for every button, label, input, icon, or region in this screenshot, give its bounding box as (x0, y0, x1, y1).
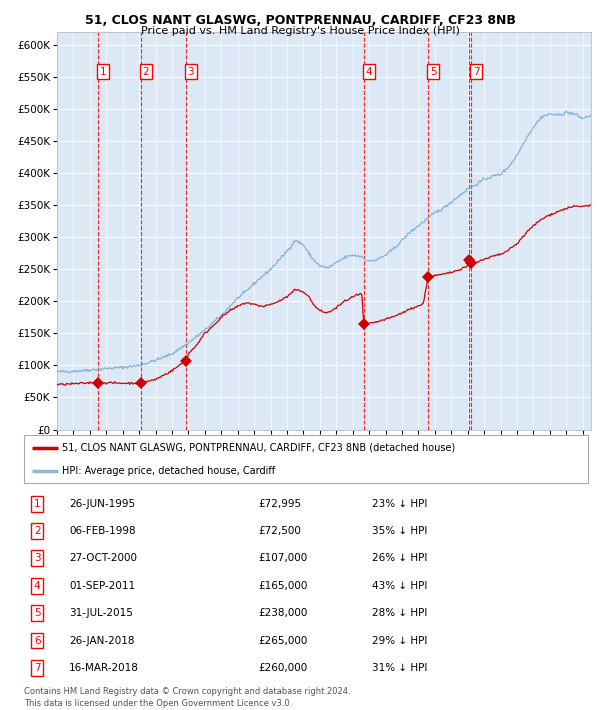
Text: This data is licensed under the Open Government Licence v3.0.: This data is licensed under the Open Gov… (24, 699, 292, 708)
Text: 43% ↓ HPI: 43% ↓ HPI (372, 581, 427, 591)
Text: 27-OCT-2000: 27-OCT-2000 (69, 553, 137, 563)
Text: 5: 5 (34, 608, 41, 618)
Text: 28% ↓ HPI: 28% ↓ HPI (372, 608, 427, 618)
Text: 35% ↓ HPI: 35% ↓ HPI (372, 526, 427, 536)
Text: Contains HM Land Registry data © Crown copyright and database right 2024.: Contains HM Land Registry data © Crown c… (24, 687, 350, 696)
Text: £72,995: £72,995 (258, 498, 301, 508)
Text: 31% ↓ HPI: 31% ↓ HPI (372, 663, 427, 673)
Text: 16-MAR-2018: 16-MAR-2018 (69, 663, 139, 673)
Text: 31-JUL-2015: 31-JUL-2015 (69, 608, 133, 618)
Text: £72,500: £72,500 (258, 526, 301, 536)
Text: Price paid vs. HM Land Registry's House Price Index (HPI): Price paid vs. HM Land Registry's House … (140, 26, 460, 36)
Text: 26-JUN-1995: 26-JUN-1995 (69, 498, 135, 508)
Text: 06-FEB-1998: 06-FEB-1998 (69, 526, 136, 536)
Text: 01-SEP-2011: 01-SEP-2011 (69, 581, 135, 591)
Text: 3: 3 (34, 553, 41, 563)
Text: £238,000: £238,000 (258, 608, 307, 618)
Text: 3: 3 (187, 67, 194, 77)
Text: 51, CLOS NANT GLASWG, PONTPRENNAU, CARDIFF, CF23 8NB: 51, CLOS NANT GLASWG, PONTPRENNAU, CARDI… (85, 14, 515, 27)
Text: 1: 1 (34, 498, 41, 508)
Text: £260,000: £260,000 (258, 663, 307, 673)
Text: 7: 7 (473, 67, 480, 77)
Text: £165,000: £165,000 (258, 581, 307, 591)
FancyBboxPatch shape (24, 435, 588, 483)
Text: 23% ↓ HPI: 23% ↓ HPI (372, 498, 427, 508)
Text: 7: 7 (34, 663, 41, 673)
Text: 5: 5 (430, 67, 437, 77)
Text: 4: 4 (365, 67, 372, 77)
Text: 2: 2 (143, 67, 149, 77)
Text: 51, CLOS NANT GLASWG, PONTPRENNAU, CARDIFF, CF23 8NB (detached house): 51, CLOS NANT GLASWG, PONTPRENNAU, CARDI… (62, 442, 455, 452)
Text: 1: 1 (100, 67, 106, 77)
Text: HPI: Average price, detached house, Cardiff: HPI: Average price, detached house, Card… (62, 466, 275, 476)
Text: 26% ↓ HPI: 26% ↓ HPI (372, 553, 427, 563)
Text: 29% ↓ HPI: 29% ↓ HPI (372, 635, 427, 645)
Text: 2: 2 (34, 526, 41, 536)
Text: £265,000: £265,000 (258, 635, 307, 645)
Text: £107,000: £107,000 (258, 553, 307, 563)
Text: 26-JAN-2018: 26-JAN-2018 (69, 635, 134, 645)
Text: 6: 6 (34, 635, 41, 645)
Text: 4: 4 (34, 581, 41, 591)
